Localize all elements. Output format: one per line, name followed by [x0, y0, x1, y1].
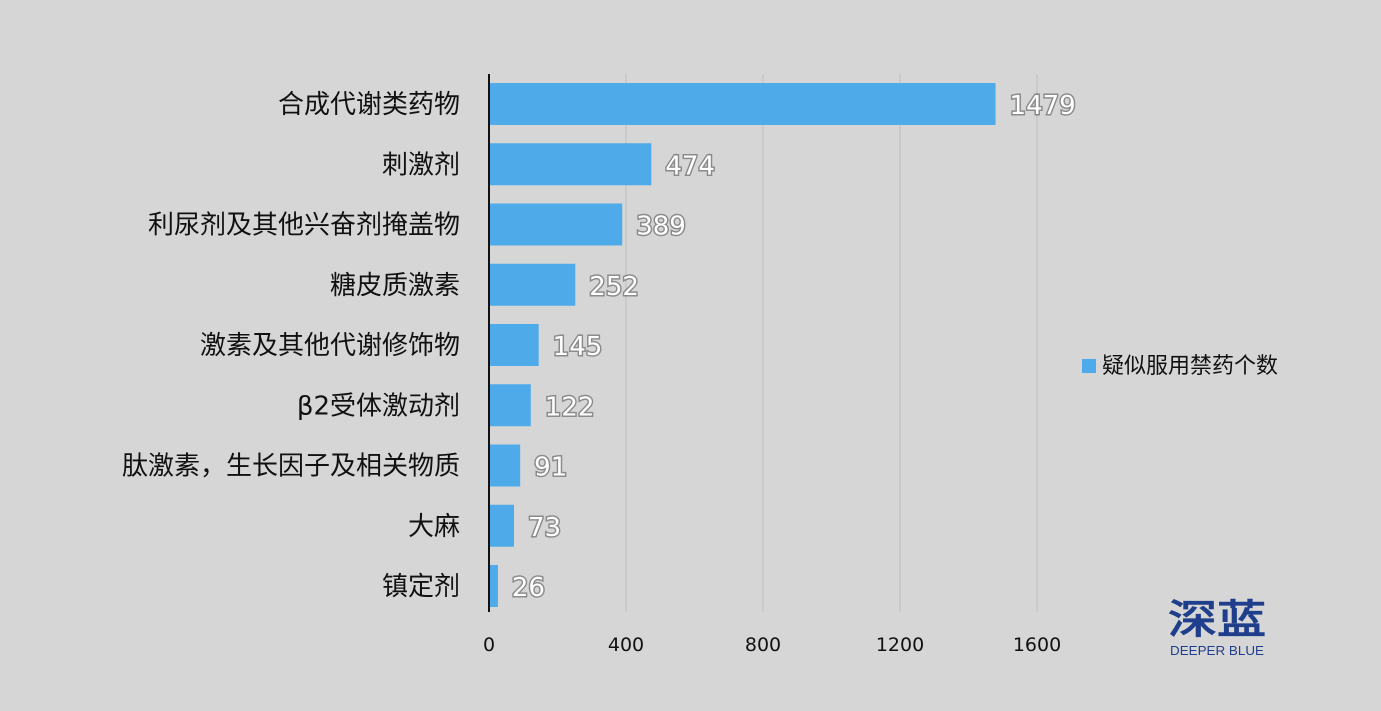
- brand-logo-cn: 深蓝: [1168, 597, 1266, 643]
- data-label: 252: [589, 272, 639, 302]
- bar: [489, 324, 539, 366]
- bar: [489, 504, 515, 547]
- category-label: 大麻: [408, 512, 460, 542]
- data-label: 122: [545, 392, 595, 422]
- bar: [489, 565, 498, 607]
- category-label: 肽激素，生长因子及相关物质: [122, 452, 460, 482]
- x-tick-labels: 0 400 800 1200 1600: [483, 634, 1061, 656]
- category-label: 合成代谢类药物: [278, 90, 460, 120]
- data-label: 145: [553, 332, 603, 362]
- x-tick-label: 1600: [1013, 634, 1061, 656]
- data-label: 91: [534, 453, 567, 483]
- legend: 疑似服用禁药个数: [1082, 354, 1278, 379]
- bar: [489, 143, 652, 186]
- bar: [489, 444, 521, 487]
- x-tick-label: 400: [608, 634, 644, 656]
- category-label: 激素及其他代谢修饰物: [200, 331, 460, 361]
- gridlines: [625, 74, 1038, 612]
- data-label: 1479: [1010, 91, 1076, 121]
- category-label: 镇定剂: [382, 572, 460, 602]
- x-tick-label: 0: [483, 634, 495, 656]
- data-label: 73: [528, 513, 561, 543]
- data-label: 389: [636, 212, 686, 242]
- legend-label: 疑似服用禁药个数: [1102, 354, 1278, 379]
- x-tick-label: 800: [745, 634, 781, 656]
- bar: [489, 263, 576, 306]
- x-tick-label: 1200: [876, 634, 924, 656]
- category-label: 糖皮质激素: [330, 271, 460, 301]
- bar: [489, 384, 531, 427]
- bar: [489, 203, 623, 246]
- brand-logo: 深蓝 DEEPER BLUE: [1168, 597, 1266, 658]
- category-label: 刺激剂: [382, 150, 460, 180]
- brand-logo-en: DEEPER BLUE: [1170, 643, 1264, 658]
- category-label: 利尿剂及其他兴奋剂掩盖物: [148, 211, 460, 241]
- bars: [489, 83, 996, 607]
- bar: [489, 83, 996, 125]
- data-label: 26: [512, 573, 545, 603]
- data-labels: 1479 474 389 252 145 122 91 73 26: [510, 90, 1077, 605]
- category-label: β2受体激动剂: [297, 391, 460, 421]
- legend-swatch: [1082, 359, 1096, 373]
- data-label: 474: [665, 151, 715, 181]
